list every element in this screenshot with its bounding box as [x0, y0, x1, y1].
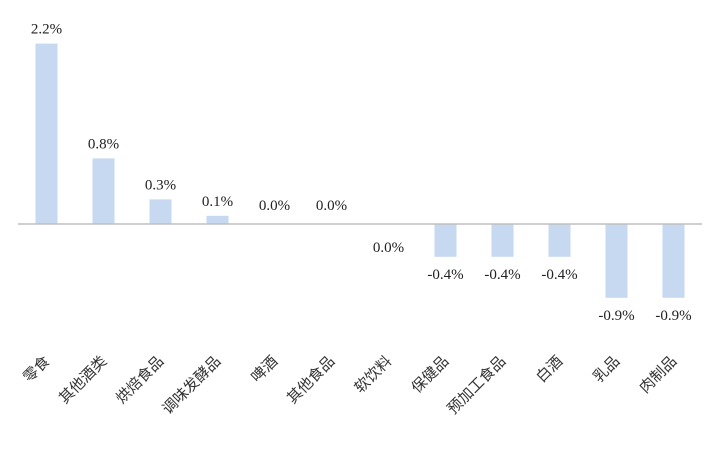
- value-label: 0.3%: [145, 177, 176, 193]
- category-tick-label: 调味发酵品: [159, 352, 225, 418]
- bar: [206, 215, 229, 224]
- bar: [491, 224, 514, 257]
- value-label: -0.4%: [541, 267, 577, 283]
- category-tick-label: 啤酒: [247, 352, 281, 386]
- bar: [605, 224, 628, 298]
- category-tick-label: 乳品: [589, 352, 623, 386]
- bar: [662, 224, 685, 298]
- value-label: 2.2%: [31, 22, 62, 38]
- bar: [92, 158, 115, 224]
- value-label: -0.9%: [655, 308, 691, 324]
- value-label: -0.4%: [427, 267, 463, 283]
- value-label: 0.8%: [88, 136, 119, 152]
- bar: [548, 224, 571, 257]
- value-label: -0.4%: [484, 267, 520, 283]
- category-tick-label: 零食: [19, 352, 53, 386]
- bar: [434, 224, 457, 257]
- category-tick-label: 保健品: [408, 352, 453, 397]
- category-tick-label: 肉制品: [636, 352, 681, 397]
- category-tick-label: 其他食品: [283, 352, 338, 407]
- value-label: 0.1%: [202, 194, 233, 210]
- value-label: 0.0%: [373, 240, 404, 256]
- category-tick-label: 其他酒类: [55, 352, 110, 407]
- category-tick-label: 烘焙食品: [112, 352, 167, 407]
- value-label: 0.0%: [316, 198, 347, 214]
- bars-group: [35, 43, 685, 298]
- category-tick-label: 白酒: [532, 352, 566, 386]
- value-labels-group: 2.2% 0.8% 0.3% 0.1% 0.0% 0.0% 0.0% -0.4% -0.4% -0…: [31, 22, 692, 324]
- value-label: 0.0%: [259, 198, 290, 214]
- value-label: -0.9%: [598, 308, 634, 324]
- bar: [35, 43, 58, 224]
- category-tick-label: 预加工食品: [444, 352, 510, 418]
- bar: [149, 199, 172, 224]
- category-tick-label: 软饮料: [351, 352, 396, 397]
